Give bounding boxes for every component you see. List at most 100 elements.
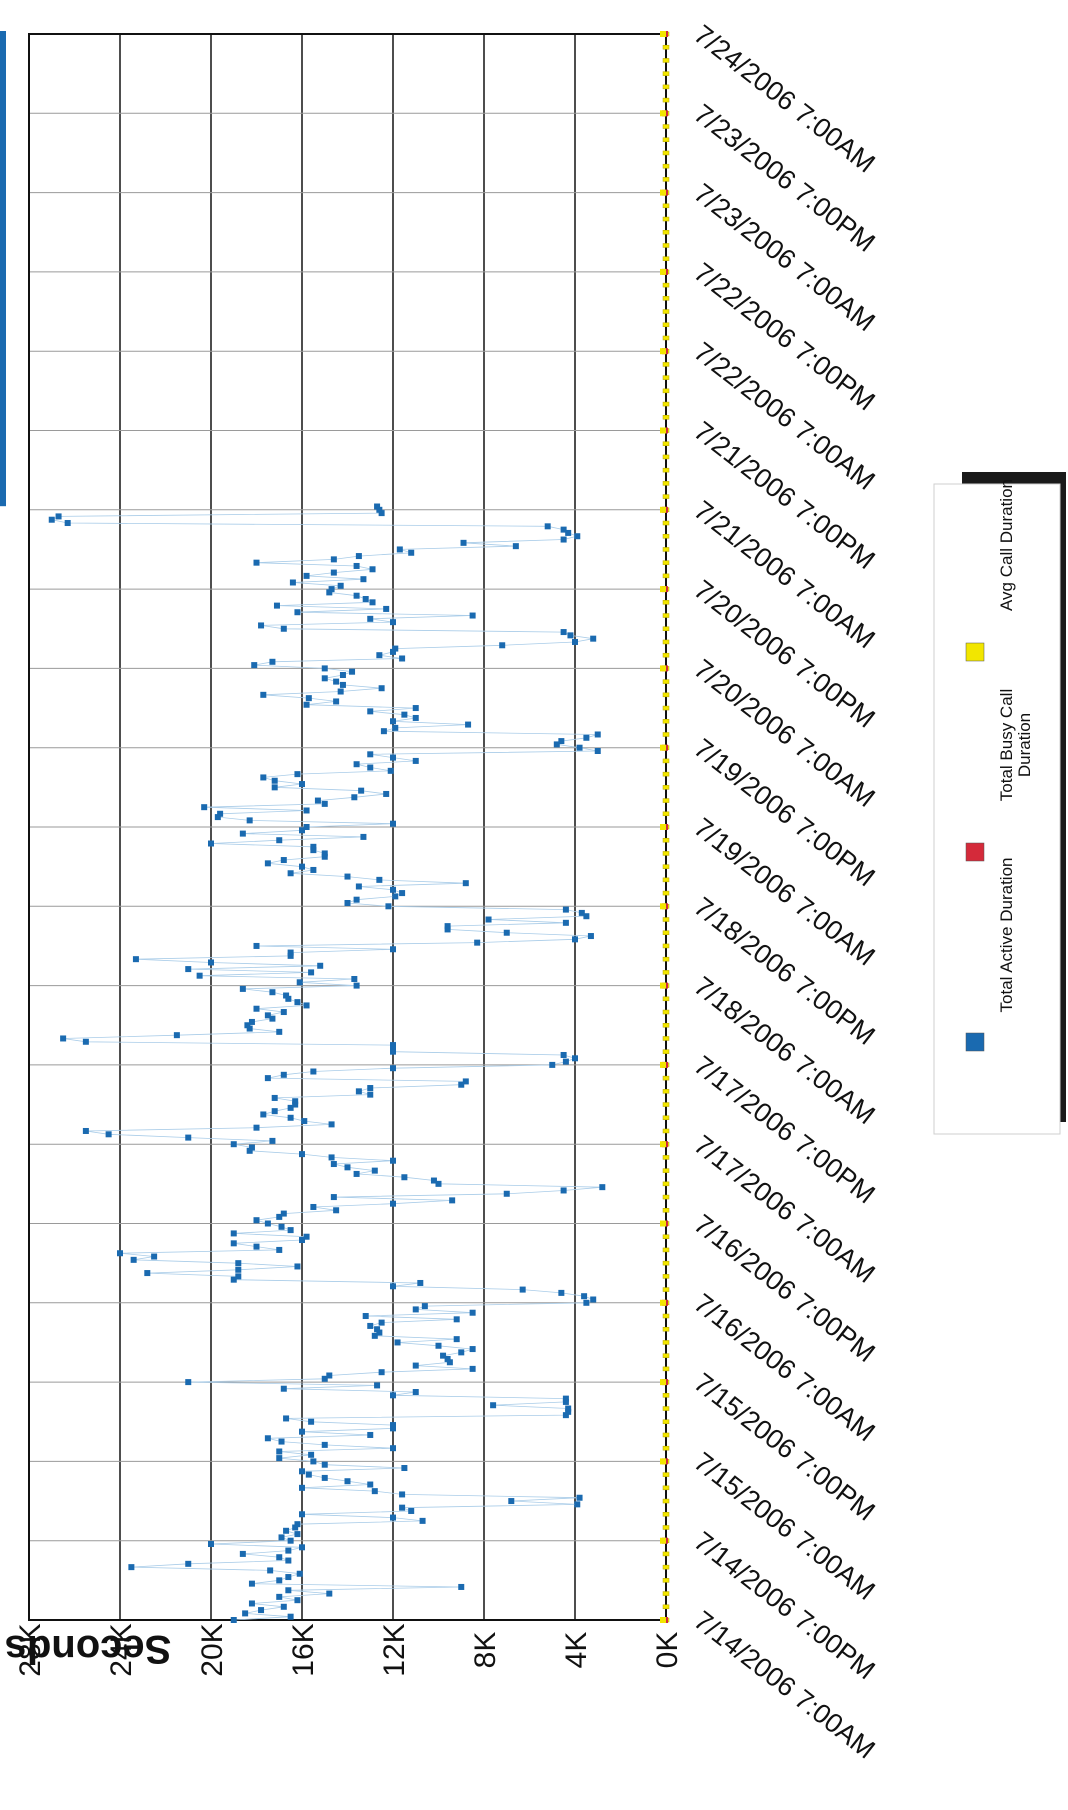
series-point-active xyxy=(362,1313,369,1320)
series-point-active xyxy=(0,401,6,408)
series-point-active xyxy=(0,255,6,262)
series-point-active xyxy=(239,985,246,992)
baseline-tick xyxy=(662,890,670,896)
series-point-active xyxy=(0,116,6,123)
series-point-active xyxy=(376,1329,383,1336)
series-point-active xyxy=(330,569,337,576)
series-point-active xyxy=(0,318,6,325)
series-point-active xyxy=(0,219,6,226)
series-point-active xyxy=(558,1289,565,1296)
series-point-active xyxy=(353,761,360,768)
series-point-active xyxy=(287,1613,294,1620)
series-point-active xyxy=(355,1088,362,1095)
series-point-active xyxy=(390,1065,396,1072)
baseline-tick xyxy=(662,877,670,883)
series-point-active xyxy=(474,939,481,946)
series-point-active xyxy=(0,202,6,209)
series-point-active xyxy=(355,883,362,890)
series-point-active xyxy=(0,288,6,295)
series-point-active xyxy=(246,817,253,824)
series-point-active xyxy=(0,156,6,163)
series-point-active xyxy=(317,962,324,969)
series-point-active xyxy=(260,774,267,781)
series-point-avg xyxy=(660,427,666,434)
series-point-active xyxy=(276,1593,283,1600)
gridlines xyxy=(29,34,666,1620)
legend-label-line: Total Active Duration xyxy=(997,858,1016,1013)
series-point-active xyxy=(351,975,358,982)
series-point-active xyxy=(453,1336,460,1343)
series-point-active xyxy=(0,434,6,441)
series-point-active xyxy=(0,249,6,256)
series-point-active xyxy=(296,979,303,986)
series-point-avg xyxy=(660,1061,666,1068)
series-point-active xyxy=(369,599,376,606)
series-point-active xyxy=(401,711,408,718)
series-point-active xyxy=(378,685,385,692)
baseline-tick xyxy=(662,256,670,261)
baseline-tick xyxy=(662,837,670,843)
series-point-active xyxy=(253,559,260,566)
series-point-active xyxy=(294,1531,301,1538)
x-tick-label: 7/18/2006 7:00PM xyxy=(688,891,880,1050)
series-point-active xyxy=(0,341,6,348)
series-point-active xyxy=(251,662,258,669)
series-point-active xyxy=(0,212,6,219)
series-point-active xyxy=(390,1048,396,1055)
series-point-active xyxy=(344,1164,351,1171)
series-point-active xyxy=(412,705,419,712)
series-point-active xyxy=(374,503,381,510)
series-point-active xyxy=(0,57,6,64)
baseline-tick xyxy=(662,917,670,922)
series-point-active xyxy=(0,334,6,341)
series-point-active xyxy=(399,655,406,662)
series-point-active xyxy=(0,258,6,265)
series-point-active xyxy=(0,354,6,361)
series-point-active xyxy=(269,989,276,996)
series-point-active xyxy=(310,1068,317,1075)
series-point-active xyxy=(0,80,6,87)
series-point-active xyxy=(0,245,6,252)
baseline-tick xyxy=(662,732,670,737)
series-point-active xyxy=(383,605,390,612)
series-point-active xyxy=(283,1415,290,1422)
series-point-active xyxy=(276,1455,283,1462)
baseline-tick xyxy=(662,970,670,975)
series-point-active xyxy=(264,1012,271,1019)
series-point-active xyxy=(337,582,344,589)
series-point-active xyxy=(326,1590,333,1597)
series-point-active xyxy=(0,414,6,421)
series-point-active xyxy=(0,298,6,305)
series-point-avg xyxy=(660,903,666,910)
series-point-active xyxy=(0,73,6,80)
series-point-active xyxy=(278,1223,285,1230)
baseline-tick xyxy=(662,1604,670,1610)
series-point-active xyxy=(0,275,6,282)
baseline-tick xyxy=(662,137,670,142)
series-point-active xyxy=(258,1607,265,1614)
baseline-tick xyxy=(662,1472,670,1477)
series-point-active xyxy=(560,629,567,636)
series-point-active xyxy=(0,450,6,457)
series-point-active xyxy=(574,533,581,540)
baseline-tick xyxy=(662,177,670,182)
series-point-active xyxy=(303,572,310,579)
series-point-active xyxy=(0,394,6,401)
series-point-active xyxy=(380,728,387,735)
series-point-active xyxy=(344,873,351,880)
series-point-active xyxy=(0,100,6,107)
series-point-active xyxy=(576,1494,583,1501)
series-point-active xyxy=(0,331,6,338)
series-point-active xyxy=(344,899,351,906)
series-point-active xyxy=(294,771,301,778)
series-point-active xyxy=(253,1243,260,1250)
series-point-active xyxy=(82,1127,89,1134)
series-point-active xyxy=(0,480,6,487)
series-point-active xyxy=(371,1488,378,1495)
y-tick-label: 4K xyxy=(560,1632,593,1669)
series-point-active xyxy=(390,1422,396,1429)
series-point-active xyxy=(280,1603,287,1610)
baseline-tick xyxy=(662,1432,670,1438)
series-point-active xyxy=(562,1395,569,1402)
series-point-active xyxy=(276,1577,283,1584)
